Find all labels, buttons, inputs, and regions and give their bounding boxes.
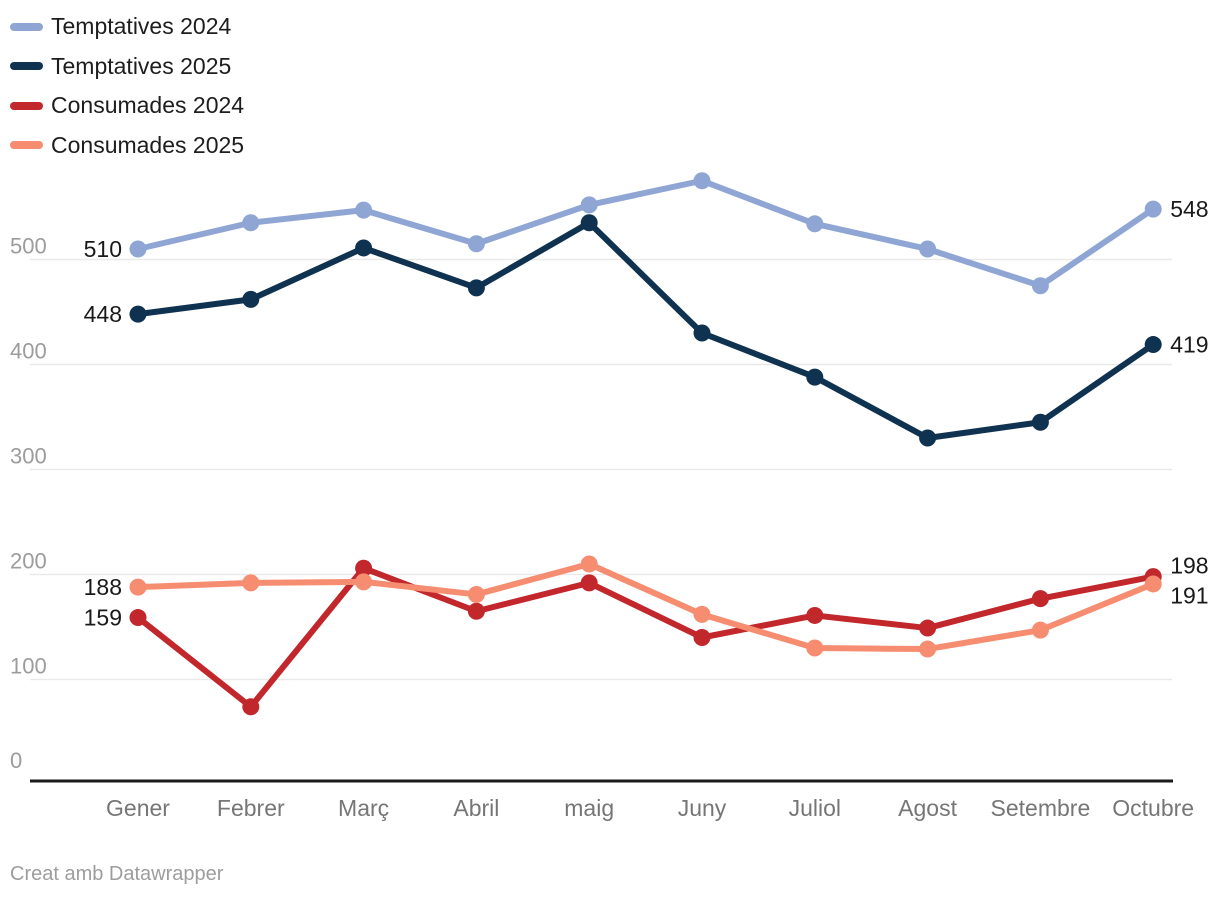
x-tick-label-juliol: Juliol [789, 795, 841, 821]
point-temptatives-2025-abril[interactable] [467, 279, 485, 297]
legend: Temptatives 2024 Temptatives 2025 Consumad… [10, 7, 244, 165]
point-consumades-2024-maig[interactable] [580, 574, 598, 592]
legend-swatch-temptatives-2024 [10, 22, 43, 31]
point-temptatives-2024-maig[interactable] [580, 196, 598, 214]
series-line-temptatives-2025 [135, 219, 1157, 441]
y-tick-label-500: 500 [10, 234, 47, 259]
series-line-consumades-2025 [135, 561, 1157, 653]
point-temptatives-2025-agost[interactable] [919, 429, 937, 447]
x-tick-label-gener: Gener [106, 795, 170, 821]
point-temptatives-2024-febrer[interactable] [242, 214, 260, 232]
legend-label: Consumades 2024 [51, 92, 245, 119]
point-consumades-2024-setembre[interactable] [1031, 590, 1049, 608]
point-temptatives-2025-maig[interactable] [580, 214, 598, 232]
point-temptatives-2025-febrer[interactable] [242, 290, 260, 308]
point-temptatives-2024-gener[interactable] [129, 240, 147, 258]
legend-swatch-consumades-2024 [10, 101, 43, 110]
point-temptatives-2024-juliol[interactable] [806, 215, 824, 233]
value-label-end-temptatives-2024: 548 [1170, 196, 1208, 222]
point-temptatives-2025-juliol[interactable] [806, 368, 824, 386]
point-consumades-2025-octubre[interactable] [1144, 575, 1162, 593]
x-tick-label-juny: Juny [678, 795, 727, 821]
series-line-consumades-2024 [135, 565, 1157, 710]
value-label-start-temptatives-2024: 510 [84, 236, 122, 262]
point-consumades-2024-juny[interactable] [693, 629, 711, 646]
legend-label: Temptatives 2024 [51, 13, 232, 40]
datawrapper-credit[interactable]: Creat amb Datawrapper [10, 863, 224, 885]
x-tick-label-setembre: Setembre [991, 795, 1091, 821]
point-consumades-2025-mar[interactable] [355, 573, 373, 591]
point-consumades-2025-gener[interactable] [129, 578, 147, 596]
point-temptatives-2024-agost[interactable] [919, 240, 937, 258]
value-label-end-consumades-2025: 191 [1170, 582, 1208, 608]
value-label-end-consumades-2024: 198 [1170, 552, 1208, 578]
point-consumades-2024-abril[interactable] [467, 602, 485, 620]
x-tick-label-mar: Març [338, 795, 389, 821]
legend-label: Temptatives 2025 [51, 52, 232, 79]
x-tick-label-octubre: Octubre [1112, 795, 1194, 821]
point-temptatives-2024-abril[interactable] [467, 235, 485, 253]
x-tick-label-febrer: Febrer [217, 795, 285, 821]
y-tick-label-200: 200 [10, 549, 47, 574]
point-temptatives-2024-juny[interactable] [693, 172, 711, 190]
point-consumades-2024-agost[interactable] [919, 619, 937, 637]
x-tick-label-abril: Abril [453, 795, 499, 821]
x-tick-label-agost: Agost [898, 795, 957, 821]
y-tick-label-0: 0 [10, 748, 22, 773]
value-label-end-temptatives-2025: 419 [1170, 332, 1208, 358]
point-consumades-2024-mar[interactable] [355, 559, 373, 577]
point-consumades-2025-setembre[interactable] [1031, 621, 1049, 639]
series-line-temptatives-2024 [135, 177, 1157, 289]
point-consumades-2025-juliol[interactable] [806, 639, 824, 657]
point-consumades-2025-febrer[interactable] [242, 574, 260, 592]
point-consumades-2024-febrer[interactable] [242, 698, 260, 716]
point-temptatives-2024-mar[interactable] [355, 201, 373, 219]
legend-item-temptatives-2025: Temptatives 2025 [10, 47, 244, 87]
point-consumades-2025-agost[interactable] [919, 640, 937, 658]
legend-swatch-temptatives-2025 [10, 62, 43, 71]
point-temptatives-2024-setembre[interactable] [1031, 277, 1049, 295]
y-tick-label-100: 100 [10, 654, 47, 679]
legend-item-temptatives-2024: Temptatives 2024 [10, 7, 244, 47]
point-temptatives-2025-juny[interactable] [693, 324, 711, 342]
point-consumades-2025-abril[interactable] [467, 585, 485, 603]
point-consumades-2025-maig[interactable] [580, 555, 598, 573]
legend-label: Consumades 2025 [51, 131, 245, 158]
point-temptatives-2025-setembre[interactable] [1031, 413, 1049, 431]
point-temptatives-2025-mar[interactable] [355, 239, 373, 257]
value-label-start-temptatives-2025: 448 [84, 301, 122, 327]
point-temptatives-2025-gener[interactable] [129, 305, 147, 323]
point-temptatives-2024-octubre[interactable] [1144, 200, 1162, 218]
value-label-start-consumades-2025: 188 [84, 574, 122, 600]
y-tick-label-300: 300 [10, 444, 47, 469]
legend-swatch-consumades-2025 [10, 141, 43, 150]
point-consumades-2025-juny[interactable] [693, 605, 711, 623]
value-label-start-consumades-2024: 159 [84, 605, 122, 631]
x-tick-label-maig: maig [564, 795, 614, 821]
point-consumades-2024-juliol[interactable] [806, 606, 824, 624]
legend-item-consumades-2024: Consumades 2024 [10, 86, 244, 126]
y-tick-label-400: 400 [10, 339, 47, 364]
legend-item-consumades-2025: Consumades 2025 [10, 126, 244, 166]
point-temptatives-2025-octubre[interactable] [1144, 336, 1162, 354]
point-consumades-2024-gener[interactable] [129, 609, 147, 627]
